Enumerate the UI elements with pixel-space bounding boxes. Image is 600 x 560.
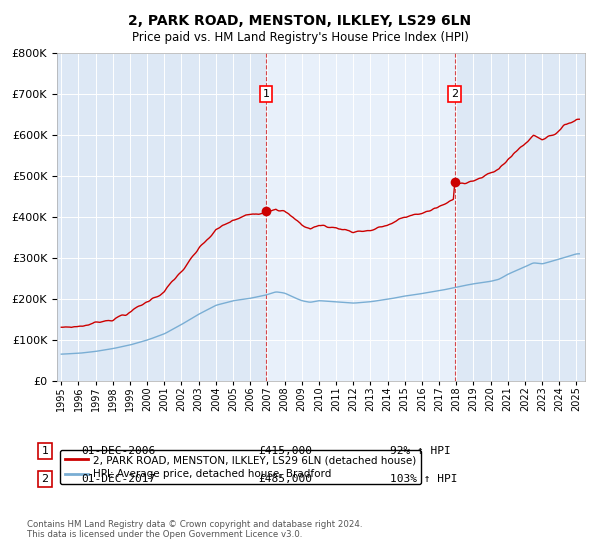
Text: Contains HM Land Registry data © Crown copyright and database right 2024.
This d: Contains HM Land Registry data © Crown c… xyxy=(27,520,362,539)
Text: 2, PARK ROAD, MENSTON, ILKLEY, LS29 6LN: 2, PARK ROAD, MENSTON, ILKLEY, LS29 6LN xyxy=(128,14,472,28)
Text: 1: 1 xyxy=(41,446,49,456)
Bar xyxy=(266,53,455,381)
Text: 01-DEC-2017: 01-DEC-2017 xyxy=(81,474,155,484)
Legend: 2, PARK ROAD, MENSTON, ILKLEY, LS29 6LN (detached house), HPI: Average price, de: 2, PARK ROAD, MENSTON, ILKLEY, LS29 6LN … xyxy=(59,450,421,484)
Text: 01-DEC-2006: 01-DEC-2006 xyxy=(81,446,155,456)
Text: £485,000: £485,000 xyxy=(258,474,312,484)
Text: £415,000: £415,000 xyxy=(258,446,312,456)
Text: 2: 2 xyxy=(451,89,458,99)
Text: Price paid vs. HM Land Registry's House Price Index (HPI): Price paid vs. HM Land Registry's House … xyxy=(131,31,469,44)
Text: 92% ↑ HPI: 92% ↑ HPI xyxy=(390,446,451,456)
Text: 2: 2 xyxy=(41,474,49,484)
Text: 103% ↑ HPI: 103% ↑ HPI xyxy=(390,474,458,484)
Text: 1: 1 xyxy=(262,89,269,99)
